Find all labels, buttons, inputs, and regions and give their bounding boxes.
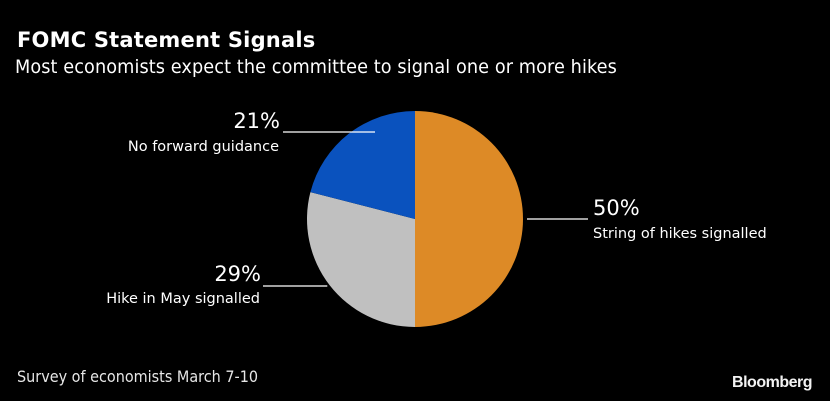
- chart-subtitle: Most economists expect the committee to …: [15, 56, 617, 78]
- pie-slice-string-of-hikes-signalled: [415, 111, 523, 327]
- bloomberg-logo: Bloomberg: [732, 374, 812, 391]
- chart-title: FOMC Statement Signals: [17, 28, 316, 52]
- pct-label-string-of-hikes: 50%: [593, 196, 640, 220]
- source-note: Survey of economists March 7-10: [17, 367, 259, 386]
- category-label-hike-in-may: Hike in May signalled: [106, 291, 260, 307]
- category-label-no-forward-guidance: No forward guidance: [128, 139, 279, 155]
- pie-slice-no-forward-guidance: [310, 110, 415, 219]
- pie-slice-hike-in-may-signalled: [306, 192, 415, 327]
- pct-label-no-forward-guidance: 21%: [233, 109, 280, 133]
- category-label-string-of-hikes: String of hikes signalled: [593, 226, 767, 242]
- pct-label-hike-in-may: 29%: [214, 262, 261, 286]
- pie-slices: [306, 110, 523, 327]
